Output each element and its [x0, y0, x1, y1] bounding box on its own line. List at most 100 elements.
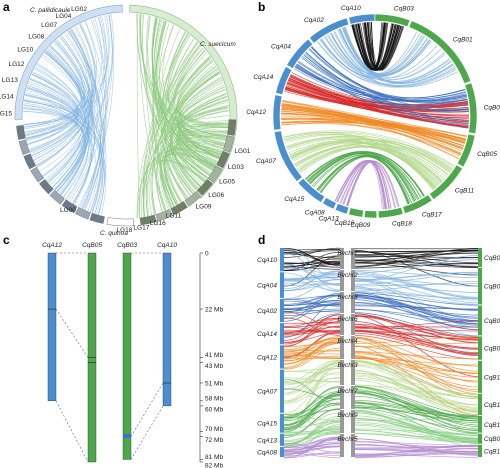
link-a-blue — [42, 14, 114, 177]
bv-bar — [351, 410, 355, 433]
link-b — [316, 155, 412, 203]
link-a-green — [176, 56, 228, 137]
link-d-right — [354, 409, 479, 437]
link-d-right — [354, 356, 479, 378]
link-d-right — [354, 283, 479, 287]
link-d-left — [283, 318, 341, 345]
link-b — [330, 31, 418, 75]
link-a-green — [169, 96, 228, 197]
link-d-left — [283, 250, 341, 264]
lg-segment — [223, 135, 235, 153]
link-a-green — [181, 105, 229, 141]
link-d-left — [283, 421, 341, 430]
lg-label: LG04 — [56, 13, 72, 20]
link-d-right — [354, 372, 479, 399]
panel-a-ring — [14, 4, 238, 227]
link-d-left — [283, 321, 341, 325]
link-a-green — [174, 47, 229, 128]
link-b — [288, 77, 469, 128]
chrom-label: CqA07 — [256, 158, 276, 165]
link-b — [288, 140, 435, 189]
link-b — [286, 137, 441, 185]
link-b — [281, 105, 464, 149]
lg-segment — [207, 165, 223, 183]
chrom-arc-cqb05 — [456, 133, 476, 168]
chrom-label: CqB03 — [394, 6, 414, 13]
link-d-right — [354, 402, 479, 434]
chrom-label: CqA10 — [341, 5, 361, 12]
link-a-green — [152, 21, 175, 207]
panel-d-synteny: CqA10 CqA04 CqA02 CqA14 CqA12 CqA07 CqA15 CqA13… — [257, 247, 500, 459]
chrom-arc-cqb16 — [348, 207, 364, 218]
link-b — [309, 48, 467, 99]
lg-segment — [75, 207, 91, 220]
link-a-blue — [68, 30, 102, 210]
chrom-arc-cqb03 — [374, 13, 411, 28]
link-a-blue — [30, 50, 83, 157]
scale-label: 82 Mb — [205, 463, 223, 468]
link-d-left — [283, 436, 341, 458]
link-d-left — [283, 314, 341, 341]
link-d-left — [283, 271, 341, 281]
link-a-blue — [36, 25, 95, 168]
lg-label: LG17 — [133, 225, 149, 232]
chromosome-bar — [47, 252, 57, 402]
link-b — [286, 137, 442, 184]
left-label: CqA14 — [257, 331, 277, 338]
lg-label: LG02 — [71, 6, 87, 13]
lg-segment — [30, 166, 44, 183]
left-bar — [280, 323, 284, 345]
link-d-right — [354, 315, 479, 378]
link-d-right — [354, 375, 479, 408]
link-b — [311, 46, 469, 109]
link-a-blue — [31, 73, 88, 196]
link-a-green — [140, 14, 224, 150]
link-d-left — [283, 347, 341, 370]
link-d-left — [283, 355, 341, 361]
link-a-blue — [31, 16, 105, 159]
chrom-label: CqA14 — [253, 74, 273, 81]
bv-bar — [351, 292, 355, 313]
link-b — [320, 156, 409, 205]
link-d-left — [283, 393, 341, 425]
link-d-left — [283, 337, 341, 351]
lg-segment — [184, 191, 202, 207]
chrom-label: CqB09 — [350, 222, 370, 229]
link-a-green — [145, 44, 201, 217]
link-d-right — [354, 287, 479, 301]
panel-c: c CqA12 CqB05 CqB03 CqA10 0 22 Mb 41 Mb 43 Mb 51… — [3, 233, 223, 468]
chrom-label: CqA04 — [271, 44, 291, 51]
left-bar — [280, 298, 284, 323]
link-d-right — [354, 446, 479, 450]
link-b — [284, 133, 443, 182]
link-a-blue — [56, 35, 93, 193]
left-bar — [280, 345, 284, 369]
bv-bar — [340, 248, 344, 269]
link-d-left — [283, 308, 341, 314]
chrom-label: CqA15 — [284, 196, 304, 203]
link-a-green — [171, 44, 217, 167]
bv-label: Bvchr6 — [337, 316, 358, 323]
bv-bar — [351, 386, 355, 409]
lg-segment — [197, 179, 213, 196]
link-b — [280, 115, 466, 143]
bv-label: Bvchr9 — [337, 412, 358, 419]
panel-c-chromosomes: CqA12 CqB05 CqB03 CqA10 0 22 Mb 41 Mb 43 Mb 51 M… — [42, 242, 223, 468]
link-d-right — [354, 330, 479, 340]
link-b — [337, 160, 396, 208]
bv-label: Bvchr5 — [337, 436, 358, 443]
right-bar — [478, 267, 482, 305]
left-bar — [280, 413, 284, 433]
link-b — [292, 139, 455, 167]
panel-d: d CqA10CqA04CqA02CqA14CqA12CqA07CqA15CqA… — [257, 233, 500, 459]
link-b — [342, 27, 430, 76]
link-a-blue — [28, 83, 82, 180]
bv-bar — [351, 270, 355, 291]
link-d-left — [283, 370, 341, 375]
link-d-left — [283, 416, 341, 421]
link-b — [285, 86, 469, 108]
link-a-blue — [33, 26, 94, 161]
link-a-green — [148, 160, 206, 216]
link-d-right — [354, 278, 479, 304]
